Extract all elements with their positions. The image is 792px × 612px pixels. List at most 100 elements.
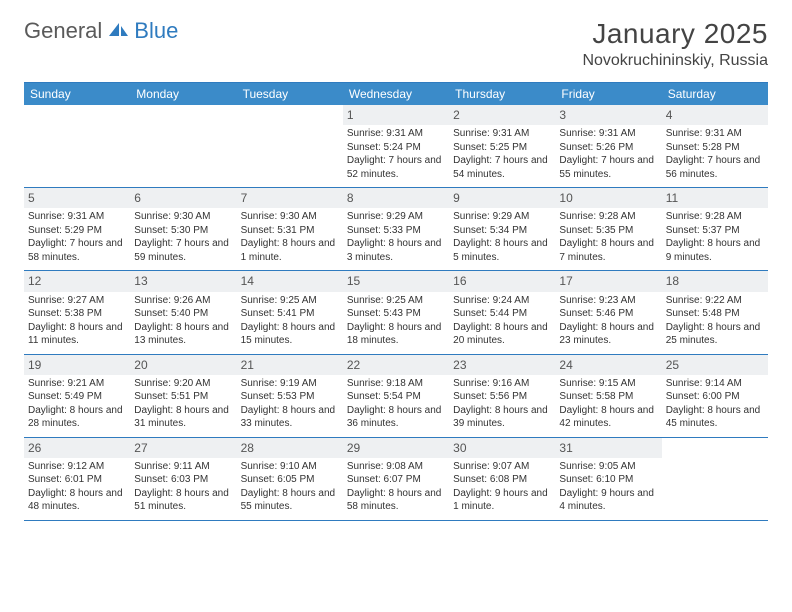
sunset-text: Sunset: 5:28 PM — [666, 141, 764, 155]
calendar-cell: 26Sunrise: 9:12 AMSunset: 6:01 PMDayligh… — [24, 438, 130, 520]
day-number: 17 — [555, 271, 661, 291]
calendar-cell: 30Sunrise: 9:07 AMSunset: 6:08 PMDayligh… — [449, 438, 555, 520]
day-number: 15 — [343, 271, 449, 291]
sunrise-text: Sunrise: 9:31 AM — [28, 210, 126, 224]
day-number: 16 — [449, 271, 555, 291]
sunset-text: Sunset: 5:53 PM — [241, 390, 339, 404]
sunset-text: Sunset: 5:24 PM — [347, 141, 445, 155]
sunrise-text: Sunrise: 9:20 AM — [134, 377, 232, 391]
daylight-text: Daylight: 7 hours and 55 minutes. — [559, 154, 657, 181]
daylight-text: Daylight: 8 hours and 42 minutes. — [559, 404, 657, 431]
daylight-text: Daylight: 8 hours and 48 minutes. — [28, 487, 126, 514]
daylight-text: Daylight: 7 hours and 56 minutes. — [666, 154, 764, 181]
sunrise-text: Sunrise: 9:22 AM — [666, 294, 764, 308]
daylight-text: Daylight: 8 hours and 23 minutes. — [559, 321, 657, 348]
calendar-cell: 28Sunrise: 9:10 AMSunset: 6:05 PMDayligh… — [237, 438, 343, 520]
sunset-text: Sunset: 5:34 PM — [453, 224, 551, 238]
sunrise-text: Sunrise: 9:19 AM — [241, 377, 339, 391]
calendar-cell: 5Sunrise: 9:31 AMSunset: 5:29 PMDaylight… — [24, 188, 130, 270]
calendar-cell: 20Sunrise: 9:20 AMSunset: 5:51 PMDayligh… — [130, 355, 236, 437]
sunset-text: Sunset: 5:46 PM — [559, 307, 657, 321]
sunrise-text: Sunrise: 9:28 AM — [666, 210, 764, 224]
day-number: 26 — [24, 438, 130, 458]
calendar-cell: 18Sunrise: 9:22 AMSunset: 5:48 PMDayligh… — [662, 271, 768, 353]
location: Novokruchininskiy, Russia — [582, 52, 768, 70]
sunrise-text: Sunrise: 9:21 AM — [28, 377, 126, 391]
calendar-cell: 13Sunrise: 9:26 AMSunset: 5:40 PMDayligh… — [130, 271, 236, 353]
logo: General Blue — [24, 18, 178, 44]
sunset-text: Sunset: 5:48 PM — [666, 307, 764, 321]
daylight-text: Daylight: 8 hours and 11 minutes. — [28, 321, 126, 348]
calendar-cell: 27Sunrise: 9:11 AMSunset: 6:03 PMDayligh… — [130, 438, 236, 520]
daylight-text: Daylight: 8 hours and 45 minutes. — [666, 404, 764, 431]
month-title: January 2025 — [582, 18, 768, 50]
sunrise-text: Sunrise: 9:18 AM — [347, 377, 445, 391]
sunset-text: Sunset: 5:33 PM — [347, 224, 445, 238]
day-header: Thursday — [449, 83, 555, 105]
daylight-text: Daylight: 7 hours and 52 minutes. — [347, 154, 445, 181]
sunset-text: Sunset: 5:41 PM — [241, 307, 339, 321]
sunset-text: Sunset: 5:51 PM — [134, 390, 232, 404]
day-number: 9 — [449, 188, 555, 208]
calendar-cell: 19Sunrise: 9:21 AMSunset: 5:49 PMDayligh… — [24, 355, 130, 437]
logo-sail-icon — [108, 18, 130, 44]
sunrise-text: Sunrise: 9:14 AM — [666, 377, 764, 391]
sunset-text: Sunset: 5:26 PM — [559, 141, 657, 155]
daylight-text: Daylight: 8 hours and 39 minutes. — [453, 404, 551, 431]
day-number: 19 — [24, 355, 130, 375]
daylight-text: Daylight: 7 hours and 54 minutes. — [453, 154, 551, 181]
sunrise-text: Sunrise: 9:31 AM — [347, 127, 445, 141]
header: General Blue January 2025 Novokruchinins… — [24, 18, 768, 70]
day-number: 12 — [24, 271, 130, 291]
day-number: 31 — [555, 438, 661, 458]
sunrise-text: Sunrise: 9:07 AM — [453, 460, 551, 474]
sunrise-text: Sunrise: 9:24 AM — [453, 294, 551, 308]
day-header: Sunday — [24, 83, 130, 105]
day-header-row: Sunday Monday Tuesday Wednesday Thursday… — [24, 83, 768, 105]
day-number: 3 — [555, 105, 661, 125]
sunrise-text: Sunrise: 9:26 AM — [134, 294, 232, 308]
day-number: 11 — [662, 188, 768, 208]
daylight-text: Daylight: 9 hours and 1 minute. — [453, 487, 551, 514]
daylight-text: Daylight: 8 hours and 33 minutes. — [241, 404, 339, 431]
daylight-text: Daylight: 8 hours and 28 minutes. — [28, 404, 126, 431]
calendar-cell: 4Sunrise: 9:31 AMSunset: 5:28 PMDaylight… — [662, 105, 768, 187]
sunset-text: Sunset: 5:44 PM — [453, 307, 551, 321]
daylight-text: Daylight: 8 hours and 5 minutes. — [453, 237, 551, 264]
day-number: 28 — [237, 438, 343, 458]
day-number: 22 — [343, 355, 449, 375]
sunset-text: Sunset: 6:07 PM — [347, 473, 445, 487]
sunset-text: Sunset: 5:35 PM — [559, 224, 657, 238]
calendar-week: 5Sunrise: 9:31 AMSunset: 5:29 PMDaylight… — [24, 188, 768, 271]
daylight-text: Daylight: 8 hours and 7 minutes. — [559, 237, 657, 264]
calendar-cell — [130, 105, 236, 187]
calendar-cell: 2Sunrise: 9:31 AMSunset: 5:25 PMDaylight… — [449, 105, 555, 187]
calendar-week: 26Sunrise: 9:12 AMSunset: 6:01 PMDayligh… — [24, 438, 768, 521]
calendar-cell: 1Sunrise: 9:31 AMSunset: 5:24 PMDaylight… — [343, 105, 449, 187]
sunrise-text: Sunrise: 9:15 AM — [559, 377, 657, 391]
sunset-text: Sunset: 6:05 PM — [241, 473, 339, 487]
daylight-text: Daylight: 8 hours and 3 minutes. — [347, 237, 445, 264]
day-number: 21 — [237, 355, 343, 375]
sunset-text: Sunset: 5:38 PM — [28, 307, 126, 321]
calendar-cell: 31Sunrise: 9:05 AMSunset: 6:10 PMDayligh… — [555, 438, 661, 520]
day-number: 23 — [449, 355, 555, 375]
daylight-text: Daylight: 7 hours and 58 minutes. — [28, 237, 126, 264]
calendar-cell — [237, 105, 343, 187]
day-number: 10 — [555, 188, 661, 208]
day-header: Monday — [130, 83, 236, 105]
sunrise-text: Sunrise: 9:31 AM — [666, 127, 764, 141]
sunset-text: Sunset: 6:03 PM — [134, 473, 232, 487]
sunrise-text: Sunrise: 9:05 AM — [559, 460, 657, 474]
calendar-cell: 10Sunrise: 9:28 AMSunset: 5:35 PMDayligh… — [555, 188, 661, 270]
day-number: 5 — [24, 188, 130, 208]
day-number: 18 — [662, 271, 768, 291]
daylight-text: Daylight: 8 hours and 15 minutes. — [241, 321, 339, 348]
sunset-text: Sunset: 5:54 PM — [347, 390, 445, 404]
calendar-cell: 15Sunrise: 9:25 AMSunset: 5:43 PMDayligh… — [343, 271, 449, 353]
sunrise-text: Sunrise: 9:30 AM — [241, 210, 339, 224]
sunrise-text: Sunrise: 9:30 AM — [134, 210, 232, 224]
daylight-text: Daylight: 8 hours and 51 minutes. — [134, 487, 232, 514]
daylight-text: Daylight: 8 hours and 36 minutes. — [347, 404, 445, 431]
calendar-cell: 21 Sunrise: 9:19 AMSunset: 5:53 PMDayligh… — [237, 355, 343, 437]
